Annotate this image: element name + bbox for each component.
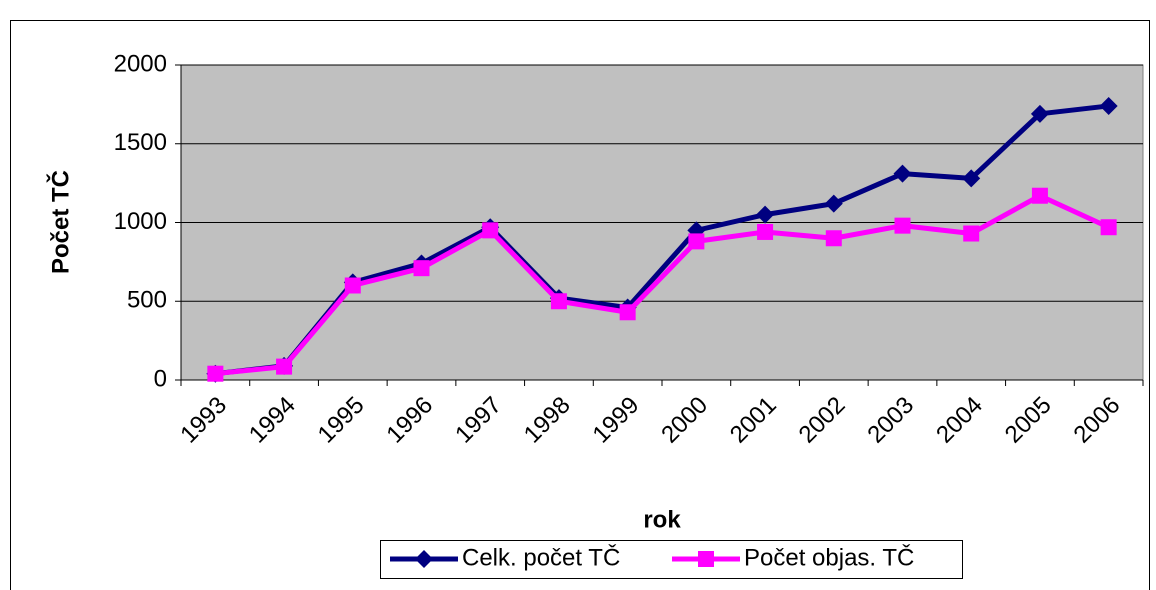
point xyxy=(344,277,361,294)
point xyxy=(1030,104,1049,123)
point xyxy=(1100,219,1117,236)
series-line xyxy=(215,103,1109,377)
point xyxy=(688,233,705,250)
legend-label: Celk. počet TČ xyxy=(462,543,620,571)
point xyxy=(824,194,843,213)
point xyxy=(894,217,911,234)
point xyxy=(619,304,636,321)
point xyxy=(825,230,842,247)
point xyxy=(757,223,774,240)
y-tick-label: 500 xyxy=(127,287,167,314)
point xyxy=(276,358,293,375)
series-line xyxy=(215,193,1110,377)
point xyxy=(482,222,499,239)
point xyxy=(207,365,224,382)
legend-marker xyxy=(415,550,433,568)
point xyxy=(413,260,430,277)
legend-marker xyxy=(698,551,714,567)
legend-label: Počet objas. TČ xyxy=(744,543,914,571)
y-axis-title: Počet TČ xyxy=(46,170,74,274)
point xyxy=(962,169,981,188)
point xyxy=(756,205,775,224)
legend-box xyxy=(380,540,963,579)
y-tick-label: 0 xyxy=(154,365,167,392)
point xyxy=(893,164,912,183)
point xyxy=(1031,187,1048,204)
point xyxy=(963,225,980,242)
y-tick-label: 1500 xyxy=(114,129,167,156)
y-tick-label: 2000 xyxy=(114,50,167,77)
point xyxy=(1099,96,1118,115)
point xyxy=(550,293,567,310)
x-axis-title: rok xyxy=(643,506,681,533)
y-tick-label: 1000 xyxy=(114,208,167,235)
